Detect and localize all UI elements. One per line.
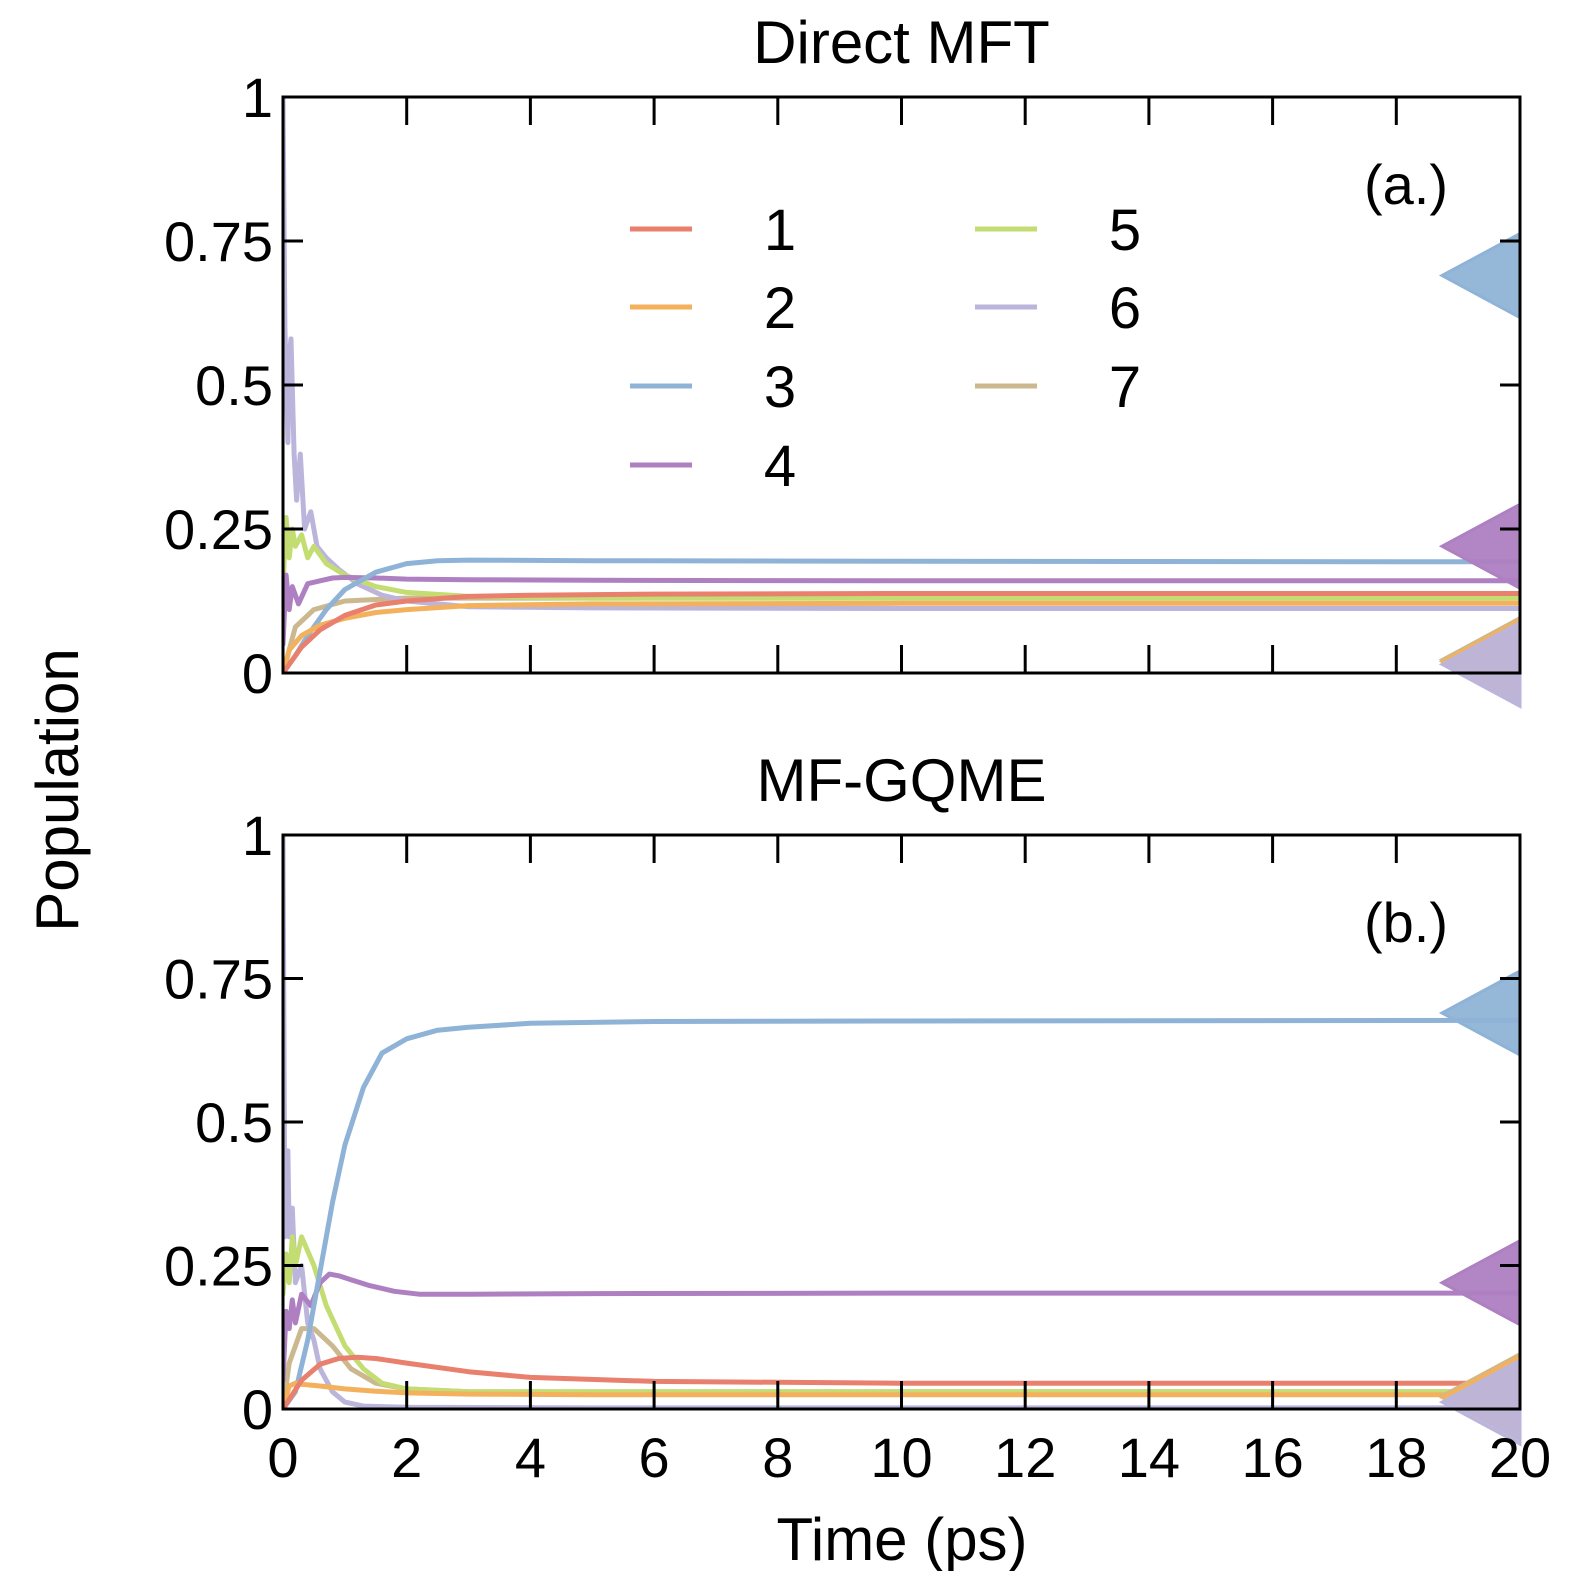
panel-a-marker-6 [1438,619,1522,709]
panel-b-label: (b.) [1364,891,1448,954]
panel-b-ytick-label: 0 [242,1378,273,1441]
panel-b-xtick-label: 4 [515,1426,546,1489]
panel-b: MF-GQME 0 2 4 6 8 10 12 14 16 18 20 0 0.25 0.5 0.75 1 (b.… [164,747,1551,1489]
panel-b-frame [281,833,1522,1411]
panel-a-frame [281,95,1522,675]
panel-b-ytick-label: 1 [242,804,273,867]
panel-b-xtick-label: 12 [994,1426,1056,1489]
panel-a-title: Direct MFT [753,9,1050,76]
panel-b-marker-3 [1438,968,1522,1058]
panel-a-ytick-label: 1 [242,66,273,129]
panel-a-series-1-line [283,591,1520,673]
panel-b-series-1-line [283,1354,1520,1409]
legend-label-6: 6 [1109,276,1141,341]
panel-b-xtick-label: 18 [1365,1426,1427,1489]
panel-b-xtick-label: 14 [1118,1426,1180,1489]
legend: 1 2 3 4 5 6 7 [630,198,1141,499]
panel-b-xtick-label: 6 [639,1426,670,1489]
panel-b-title: MF-GQME [757,747,1047,814]
panel-a-ytick-label: 0 [242,642,273,705]
panel-a-series-4-line [283,572,1520,647]
panel-b-series-3-line [283,1017,1520,1409]
panel-b-xtick-label: 20 [1489,1426,1551,1489]
panel-b-xtick-label: 8 [762,1426,793,1489]
panel-a-series-2-line [283,600,1520,673]
legend-label-4: 4 [764,434,796,499]
x-axis-label: Time (ps) [776,1506,1027,1571]
legend-label-2: 2 [764,276,796,341]
panel-b-series-5-line [283,1234,1520,1395]
panel-b-xtick-label: 2 [391,1426,422,1489]
legend-label-1: 1 [764,198,796,263]
panel-a-ytick-label: 0.5 [195,354,273,417]
panel-b-series-4-line [283,1271,1520,1383]
panel-a-ytick-label: 0.75 [164,210,273,273]
panel-b-ytick-label: 0.75 [164,948,273,1011]
panel-a-series-6-line [283,97,1520,611]
panel-b-marker-4 [1438,1238,1522,1328]
panel-a-marker-3 [1438,231,1522,321]
panel-a-ytick-label: 0.25 [164,498,273,561]
panel-b-series-6-line [283,835,1520,1409]
panel-a-label: (a.) [1364,153,1448,216]
legend-label-3: 3 [764,355,796,420]
panel-b-xtick-label: 0 [267,1426,298,1489]
panel-b-ytick-label: 0.25 [164,1235,273,1298]
panel-a: Direct MFT 0 0.25 0.5 0.75 1 (a.) [164,9,1522,709]
panel-b-series-group [283,835,1520,1409]
panel-b-xtick-label: 16 [1241,1426,1303,1489]
y-axis-label: Population [24,648,91,932]
legend-label-5: 5 [1109,198,1141,263]
panel-a-series-group [283,97,1520,673]
panel-b-ytick-label: 0.5 [195,1091,273,1154]
panel-a-series-3-line [283,557,1520,673]
legend-label-7: 7 [1109,355,1141,420]
panel-b-series-2-line [283,1380,1520,1409]
panel-a-marker-4 [1438,501,1522,591]
panel-b-xtick-label: 10 [870,1426,932,1489]
